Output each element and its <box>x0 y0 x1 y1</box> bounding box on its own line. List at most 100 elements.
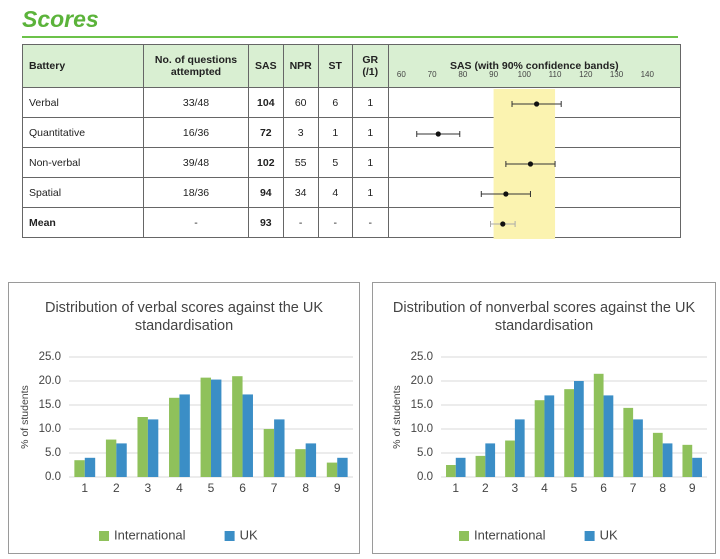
bar <box>514 419 525 477</box>
header-row: Battery No. of questions attempted SAS NPR S… <box>22 44 681 88</box>
table-row: Spatial 18/36 94 34 4 1 <box>22 177 681 208</box>
chart-cell <box>387 147 681 178</box>
x-tick-label: 5 <box>208 481 215 495</box>
x-tick-label: 3 <box>145 481 152 495</box>
x-tick-label: 2 <box>482 481 489 495</box>
y-tick-label: 15.0 <box>39 399 61 411</box>
chart-title: Distribution of verbal scores against th… <box>44 300 324 334</box>
x-tick-label: 2 <box>113 481 120 495</box>
bar <box>137 417 148 477</box>
bar <box>337 457 348 477</box>
bar <box>305 443 317 477</box>
bar <box>564 389 574 477</box>
column-header: SAS (with 90% confidence bands) <box>387 44 681 88</box>
y-tick-label: 15.0 <box>411 399 433 411</box>
table-cell: - <box>143 207 249 238</box>
x-tick-label: 6 <box>239 481 246 495</box>
x-tick-label: 6 <box>600 481 607 495</box>
x-tick-label: 8 <box>302 481 309 495</box>
table-cell: 34 <box>282 177 319 208</box>
bar <box>544 395 555 477</box>
table-cell: - <box>351 207 389 238</box>
y-tick-label: 20.0 <box>39 375 61 387</box>
column-header: ST <box>317 44 353 88</box>
bar <box>326 462 338 477</box>
x-tick-label: 9 <box>334 481 341 495</box>
bar <box>534 400 545 477</box>
chart-title: Distribution of nonverbal scores against… <box>392 300 696 334</box>
bar <box>662 443 673 477</box>
chart: 0.0 5.0 10.0 15.0 20.0 25.0 % of students 1 2 3 4 5… <box>391 351 707 542</box>
bar <box>242 394 253 477</box>
y-axis-label: % of students <box>19 385 31 449</box>
table-body: Verbal 33/48 104 60 6 1 Quantitative 16/36 72 3 1 1… <box>22 87 681 238</box>
bar <box>263 429 275 477</box>
table-cell: 3 <box>282 117 319 148</box>
table-cell: Mean <box>22 207 144 238</box>
page-title: Scores <box>22 6 99 32</box>
scores-table: Battery No. of questions attempted SAS NPR S… <box>22 44 681 238</box>
table-cell: 4 <box>317 177 353 208</box>
bar <box>84 457 96 477</box>
y-tick-label: 5.0 <box>45 447 61 459</box>
table-cell: Non-verbal <box>22 147 144 178</box>
bar <box>505 440 515 477</box>
x-tick-label: 1 <box>81 481 88 495</box>
x-tick-label: 4 <box>176 481 183 495</box>
column-header: Battery <box>22 44 144 88</box>
table-cell: 5 <box>317 147 353 178</box>
table-cell: 1 <box>351 177 389 208</box>
x-tick-label: 7 <box>271 481 278 495</box>
title-rule <box>22 36 678 38</box>
table-cell: - <box>317 207 353 238</box>
table-cell: 1 <box>351 87 389 118</box>
bar <box>485 443 496 477</box>
x-tick-label: 9 <box>689 481 696 495</box>
table-cell: 1 <box>317 117 353 148</box>
table-cell: 60 <box>282 87 319 118</box>
bar <box>623 407 634 477</box>
y-axis-label: % of students <box>391 385 403 449</box>
table-row: Mean -93- - - <box>22 207 681 238</box>
y-tick-label: 0.0 <box>417 471 433 483</box>
table-cell: 6 <box>317 87 353 118</box>
y-tick-label: 20.0 <box>411 375 433 387</box>
column-header: NPR <box>282 44 319 88</box>
table-cell: 16/36 <box>143 117 249 148</box>
table-row: Non-verbal 39/48 102 55 5 1 <box>22 147 681 178</box>
bar <box>455 457 466 477</box>
table-cell: 93 <box>248 207 284 238</box>
bar <box>274 419 285 477</box>
legend-swatch <box>99 531 109 541</box>
legend-swatch <box>459 531 469 541</box>
legend-swatch <box>224 531 235 541</box>
x-tick-label: 4 <box>541 481 548 495</box>
x-tick-label: 1 <box>452 481 459 495</box>
bar <box>475 455 486 477</box>
bar <box>574 381 584 477</box>
x-tick-label: 8 <box>659 481 666 495</box>
chart-cell <box>387 177 681 208</box>
bar <box>446 465 456 477</box>
table-row: Verbal 33/48 104 60 6 1 <box>22 87 681 118</box>
bar <box>295 449 306 477</box>
y-tick-label: 10.0 <box>411 423 433 435</box>
legend-label: UK <box>600 527 618 542</box>
bar <box>593 373 604 477</box>
y-tick-label: 0.0 <box>45 471 61 483</box>
y-tick-label: 25.0 <box>411 351 433 363</box>
table-cell: 55 <box>282 147 319 178</box>
bar <box>147 419 159 477</box>
table-cell: 1 <box>351 147 389 178</box>
table-cell: 94 <box>248 177 284 208</box>
table-cell: 102 <box>248 147 284 178</box>
bar <box>105 439 117 477</box>
y-tick-label: 10.0 <box>39 423 61 435</box>
column-header: SAS <box>248 44 284 88</box>
x-tick-label: 3 <box>512 481 519 495</box>
column-header: GR (/1) <box>351 44 389 88</box>
bar <box>652 432 663 477</box>
table-cell: Quantitative <box>22 117 144 148</box>
table-cell: Spatial <box>22 177 144 208</box>
chart-cell <box>387 87 681 118</box>
